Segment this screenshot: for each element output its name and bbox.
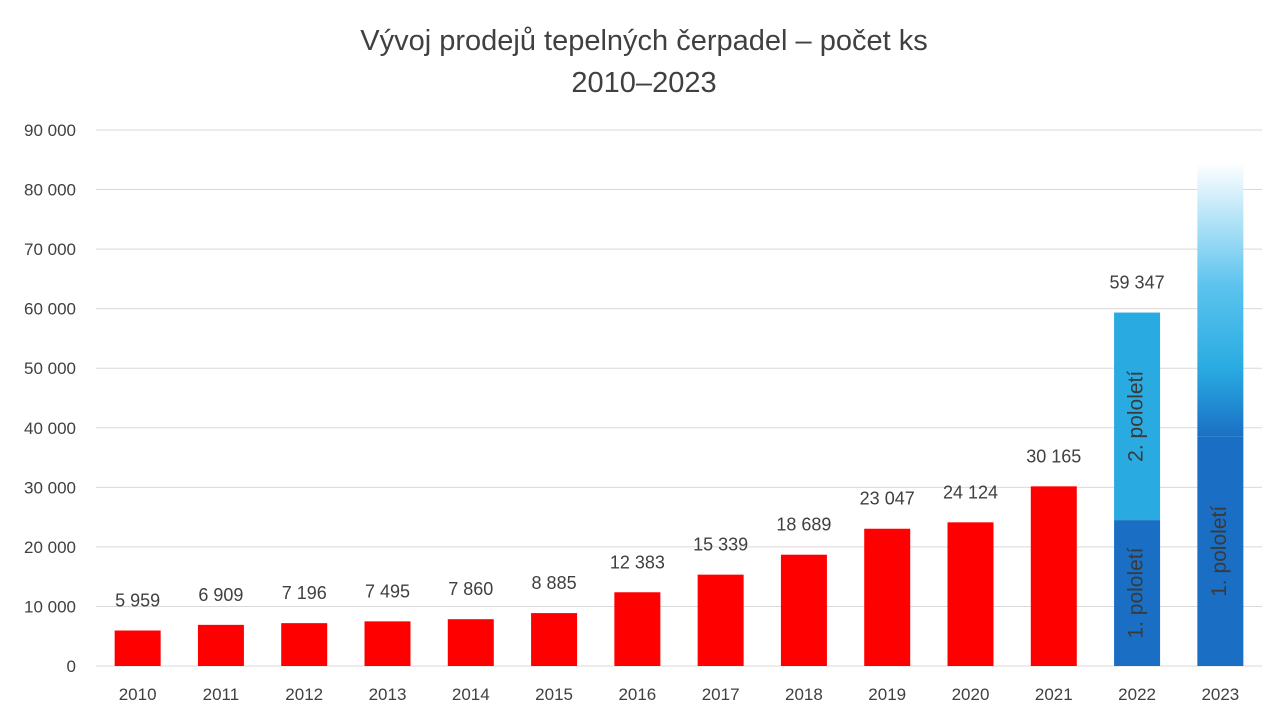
bar-2014 [447, 619, 494, 666]
data-label: 18 689 [776, 515, 831, 535]
data-label: 5 959 [115, 591, 160, 611]
data-label: 6 909 [198, 585, 243, 605]
bar-2020 [947, 522, 994, 666]
x-tick-label: 2014 [452, 685, 490, 704]
bar-2022-segment-2 [1114, 312, 1161, 521]
y-tick-label: 30 000 [24, 478, 76, 497]
chart-subtitle: 2010–2023 [571, 67, 716, 99]
y-tick-label: 50 000 [24, 359, 76, 378]
bar-2021 [1030, 486, 1077, 666]
bar-2023-segment-2 [1197, 162, 1244, 437]
bar-2013 [364, 621, 411, 666]
x-tick-label: 2012 [285, 685, 323, 704]
y-tick-label: 70 000 [24, 240, 76, 259]
y-tick-label: 40 000 [24, 419, 76, 438]
bars: 5 959 6 909 7 196 7 495 7 860 8 885 12 383 15 3… [114, 162, 1244, 666]
bar-2016 [614, 592, 661, 666]
data-label: 24 124 [943, 482, 998, 502]
y-tick-label: 0 [67, 657, 76, 676]
x-tick-label: 2022 [1118, 685, 1156, 704]
data-label: 7 860 [448, 579, 493, 599]
bar-2010 [114, 630, 161, 666]
bar-2018 [780, 554, 827, 666]
x-tick-label: 2021 [1035, 685, 1073, 704]
bar-2015 [531, 613, 578, 666]
x-tick-label: 2018 [785, 685, 823, 704]
data-label: 23 047 [860, 489, 915, 509]
y-tick-label: 60 000 [24, 300, 76, 319]
x-tick-label: 2020 [952, 685, 990, 704]
y-tick-label: 80 000 [24, 181, 76, 200]
data-label: 7 196 [282, 583, 327, 603]
segment-label: 2. pololetí [1125, 371, 1148, 462]
x-tick-label: 2010 [119, 685, 157, 704]
y-tick-label: 20 000 [24, 538, 76, 557]
data-label: 8 885 [532, 573, 577, 593]
chart-title: Vývoj prodejů tepelných čerpadel – počet… [360, 25, 927, 57]
data-label: 15 339 [693, 535, 748, 555]
x-tick-label: 2023 [1201, 685, 1239, 704]
y-tick-label: 10 000 [24, 597, 76, 616]
x-tick-label: 2013 [369, 685, 407, 704]
bar-2022-segment-1 [1114, 520, 1161, 666]
y-axis: 0 10 000 20 000 30 000 40 000 50 000 60 000 70 … [24, 121, 76, 676]
x-tick-label: 2011 [203, 685, 240, 704]
bar-2011 [197, 624, 244, 666]
data-label: 59 347 [1110, 273, 1165, 293]
grid-lines [96, 129, 1262, 667]
bar-2017 [697, 574, 744, 666]
data-label: 30 165 [1026, 446, 1081, 466]
y-tick-label: 90 000 [24, 121, 76, 140]
x-axis: 2010 2011 2012 2013 2014 2015 2016 2017 2018 2019… [119, 685, 1240, 704]
data-label: 7 495 [365, 581, 410, 601]
segment-label: 1. pololetí [1208, 506, 1231, 597]
data-label: 12 383 [610, 552, 665, 572]
x-tick-label: 2015 [535, 685, 573, 704]
bar-2019 [864, 528, 911, 666]
x-tick-label: 2019 [868, 685, 906, 704]
segment-label: 1. pololetí [1125, 547, 1148, 638]
bar-2023-segment-1 [1197, 436, 1244, 666]
x-tick-label: 2016 [618, 685, 656, 704]
bar-2012 [281, 623, 328, 666]
x-tick-label: 2017 [702, 685, 740, 704]
